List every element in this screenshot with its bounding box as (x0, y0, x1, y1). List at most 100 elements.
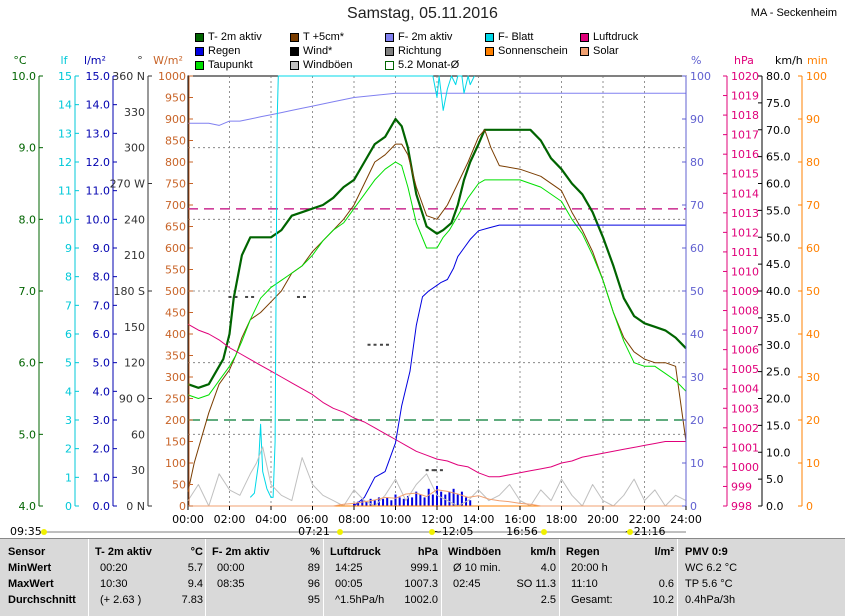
legend-swatch (195, 32, 204, 42)
axis-tick-label: 150 (165, 436, 186, 449)
x-tick-label: 16:00 (504, 513, 536, 526)
axis-tick-label: 0 (690, 500, 697, 513)
axis-tick-label: 75.0 (766, 97, 791, 110)
x-tick-label: 06:00 (297, 513, 329, 526)
table-cell: 00:00 (217, 562, 245, 574)
axis-tick-label: 90 (806, 113, 820, 126)
table-header-unit: km/h (530, 546, 556, 558)
table-cell-value: 2.5 (540, 594, 556, 606)
axis-tick-label: 1014 (731, 187, 759, 200)
sun-marker (337, 529, 343, 535)
table-separator (677, 539, 678, 616)
axis-tick-label: 950 (165, 92, 186, 105)
axis-unit-label: W/m² (153, 54, 183, 67)
axis-tick-label: 3 (65, 414, 72, 427)
table-separator (559, 539, 560, 616)
rain-bar (386, 497, 389, 506)
rain-bar (419, 494, 422, 506)
table-header: PMV 0:9 (685, 546, 728, 558)
legend-item: F- 2m aktiv (385, 31, 452, 43)
axis-tick-label: 6.0 (19, 357, 37, 370)
legend-label: Wind* (303, 45, 333, 57)
table-cell: 00:05 (335, 578, 363, 590)
axis-tick-label: 2.0 (93, 443, 111, 456)
axis-tick-label: 8.0 (93, 271, 111, 284)
axis-tick-label: 8 (65, 271, 72, 284)
axis-tick-label: 70.0 (766, 124, 791, 137)
rain-bar (402, 498, 405, 506)
legend-swatch (290, 60, 299, 70)
axis-tick-label: 1009 (731, 285, 759, 298)
axis-tick-label: 40 (690, 328, 704, 341)
rain-bar (415, 491, 418, 506)
x-tick-label: 20:00 (587, 513, 619, 526)
direction-dot (251, 295, 255, 298)
axis-tick-label: 8.0 (19, 213, 37, 226)
axis-tick-label: 70 (806, 199, 820, 212)
legend-item: Windböen (290, 59, 353, 71)
table-cell-value: 9.4 (187, 578, 203, 590)
axis-tick-label: 1010 (731, 265, 759, 278)
table-header-unit: hPa (417, 546, 438, 558)
axis-tick-label: 100 (165, 457, 186, 470)
x-tick-label: 08:00 (338, 513, 370, 526)
direction-dot (234, 295, 238, 298)
table-cell-value: 4.0 (540, 562, 556, 574)
axis-tick-label: 15.0 (86, 70, 111, 83)
daylight-label: 16:56 (506, 525, 538, 538)
axis-tick-label: 5.0 (766, 473, 784, 486)
axis-unit-label: lf (61, 54, 69, 67)
axis-tick-label: 7.0 (19, 285, 37, 298)
table-cell: 00:20 (100, 562, 128, 574)
legend-swatch (385, 46, 394, 56)
legend-label: F- Blatt (498, 31, 534, 43)
table-cell-value: 95 (307, 594, 320, 606)
legend-item: Sonnenschein (485, 45, 568, 57)
legend-swatch (580, 32, 589, 42)
rain-bar (431, 494, 434, 506)
rain-bar (456, 494, 459, 506)
table-cell: ^1.5hPa/h (335, 594, 385, 606)
axis-tick-label: 1013 (731, 207, 759, 220)
x-tick-label: 24:00 (670, 513, 702, 526)
direction-dot (439, 469, 443, 472)
table-cell: Ø 10 min. (453, 562, 501, 574)
axis-tick-label: 1001 (731, 441, 759, 454)
axis-tick-label: 14 (58, 99, 72, 112)
legend-swatch (385, 32, 394, 42)
legend-item: 5.2 Monat-Ø (385, 59, 459, 71)
legend-label: Richtung (398, 45, 442, 57)
axis-tick-label: 700 (165, 199, 186, 212)
direction-dot (425, 469, 429, 472)
axis-tick-label: 1015 (731, 168, 759, 181)
table-cell-value: 1007.3 (404, 578, 438, 590)
axis-unit-label: °C (13, 54, 27, 67)
axis-tick-label: 13.0 (86, 127, 111, 140)
chart-title: Samstag, 05.11.2016 (347, 5, 498, 22)
table-separator (323, 539, 324, 616)
legend-item: T- 2m aktiv (195, 31, 262, 43)
axis-tick-label: 65.0 (766, 151, 791, 164)
table-cell: WC 6.2 °C (685, 562, 738, 574)
sun-marker (41, 529, 47, 535)
table-header: Regen (566, 546, 600, 558)
legend-item: Luftdruck (580, 31, 638, 43)
legend: T- 2m aktiv T +5cm* F- 2m aktiv F- Blatt Luf… (195, 31, 638, 75)
rain-bar (357, 501, 360, 506)
table-cell: TP 5.6 °C (685, 578, 733, 590)
axis-tick-label: 120 (124, 357, 145, 370)
axis-tick-label: 90 O (119, 393, 145, 406)
rain-bar (440, 491, 443, 506)
series-line (187, 161, 687, 399)
axis-tick-label: 9 (65, 242, 72, 255)
axis-tick-label: 11 (58, 185, 72, 198)
axis-tick-label: 1.0 (93, 471, 111, 484)
table-cell-value: 89 (307, 562, 320, 574)
rain-bar (469, 500, 472, 506)
axis-tick-label: 4.0 (93, 385, 111, 398)
axis-tick-label: 800 (165, 156, 186, 169)
direction-dot (373, 343, 377, 346)
table-cell: 10:30 (100, 578, 128, 590)
axis-tick-label: 4 (65, 385, 72, 398)
legend-swatch (485, 46, 494, 56)
